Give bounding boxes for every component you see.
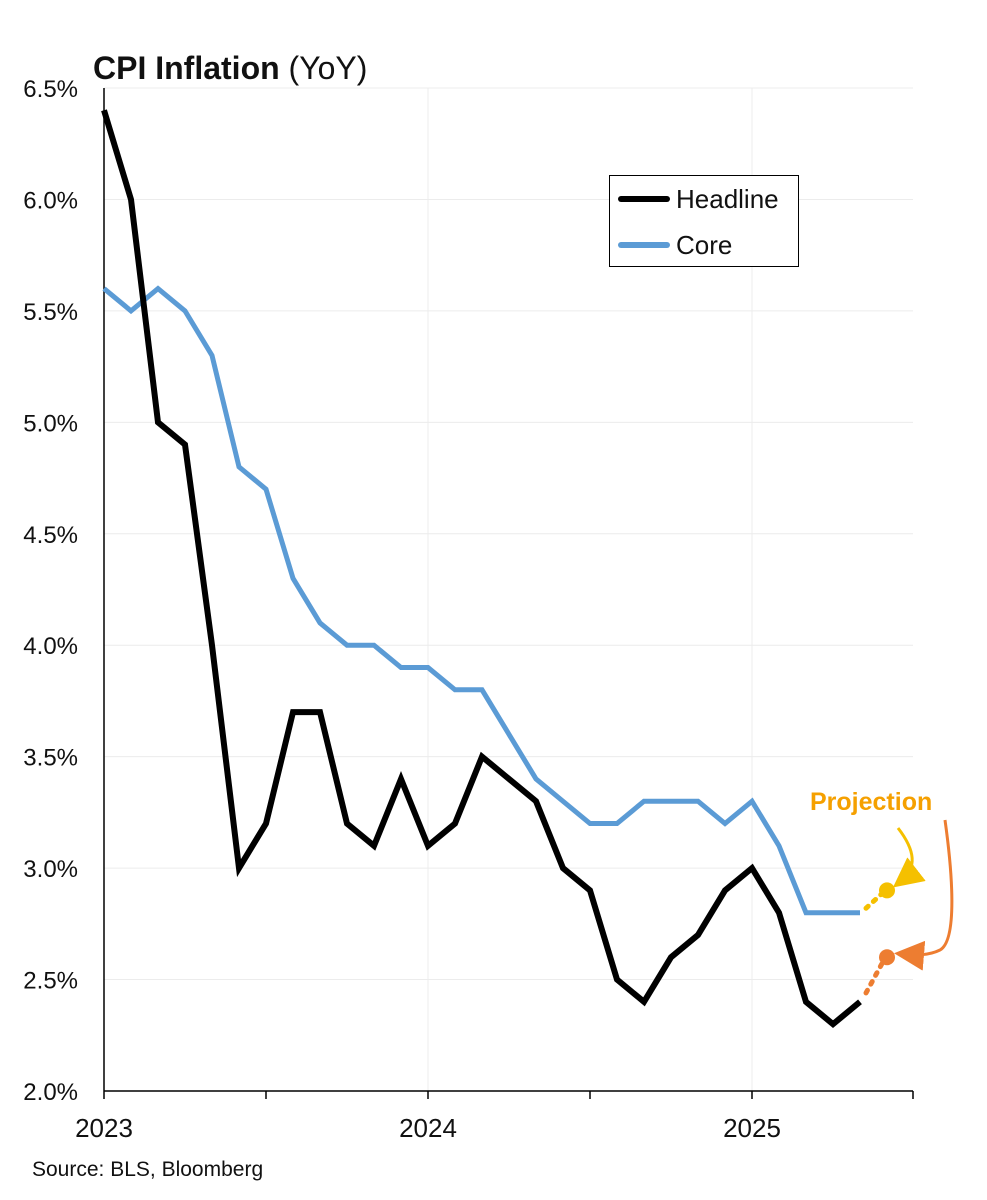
legend-label-headline: Headline [676,183,779,214]
y-tick-label: 3.0% [23,856,78,883]
source-note: Source: BLS, Bloomberg [32,1158,264,1181]
chart-title: CPI Inflation (YoY) [93,50,367,87]
projection-arrow-orange [894,819,954,971]
projection-arrow-yellow [892,827,926,888]
legend-item-headline: Headline [618,184,779,214]
legend: Headline Core [609,175,799,267]
chart-title-subtitle: (YoY) [288,50,368,86]
axes: 2.0% 2.5% 3.0% 3.5% 4.0% 4.5% 5.0% 5.5% 6.0% 6.5%… [23,76,914,1143]
projection-point-headline [879,949,895,966]
chart-title-main: CPI Inflation [93,50,280,86]
x-tick-label: 2024 [399,1113,457,1143]
projection-annotation: Projection [810,788,933,816]
projection-link-headline [863,959,886,996]
legend-swatch-core [618,242,670,248]
y-tick-label: 4.5% [23,522,78,549]
y-tick-label: 5.5% [23,299,78,326]
series-lines [101,109,862,1029]
legend-item-core: Core [618,230,732,260]
projection-markers [863,882,895,996]
y-tick-label: 3.5% [23,745,78,772]
legend-label-core: Core [676,229,733,260]
y-tick-label: 6.5% [23,76,78,103]
y-tick-label: 4.0% [23,633,78,660]
y-tick-label: 2.5% [23,968,78,995]
series-line-core [102,285,860,916]
projection-point-core [879,882,895,899]
y-tick-label: 5.0% [23,410,78,437]
x-tick-label: 2023 [75,1113,133,1143]
legend-swatch-headline [618,196,670,202]
projection-link-core [863,890,886,911]
x-tick-label: 2025 [723,1113,781,1143]
y-tick-label: 2.0% [23,1079,78,1106]
series-line-headline [101,109,862,1029]
y-tick-label: 6.0% [23,187,78,214]
projection-arrows [892,819,954,971]
